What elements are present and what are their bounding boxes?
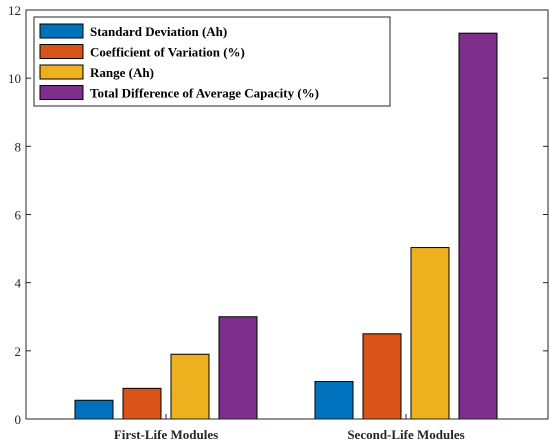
y-tick-label: 0 — [15, 412, 22, 427]
axes-frame — [25, 9, 549, 420]
bar-1-3 — [458, 32, 498, 420]
bar-1-2 — [410, 247, 450, 420]
legend-swatch — [39, 85, 84, 100]
legend: Standard Deviation (Ah) Coefficient of Va… — [33, 16, 391, 107]
legend-label: Coefficient of Variation (%) — [90, 45, 245, 60]
y-tick-label: 8 — [15, 139, 22, 154]
y-axis-ticks: 0 2 4 6 8 10 12 — [8, 3, 548, 427]
x-axis-labels: First-Life Modules Second-Life Modules — [114, 414, 465, 442]
bar-1-1 — [362, 333, 402, 420]
legend-swatch — [39, 44, 84, 59]
x-category-label: Second-Life Modules — [347, 427, 464, 442]
legend-label: Range (Ah) — [90, 65, 154, 80]
y-tick-label: 2 — [15, 344, 22, 359]
y-tick-label: 12 — [8, 3, 21, 18]
bar-0-1 — [122, 387, 162, 420]
legend-swatch — [39, 64, 84, 80]
legend-swatch — [39, 23, 84, 39]
y-tick-label: 6 — [15, 208, 22, 223]
bar-0-2 — [170, 353, 210, 420]
bar-0-3 — [218, 316, 258, 420]
legend-box — [33, 16, 391, 107]
bars-group — [74, 32, 498, 420]
bar-0-0 — [74, 399, 114, 420]
bar-1-0 — [314, 381, 354, 420]
y-tick-label: 4 — [15, 276, 22, 291]
legend-label: Total Difference of Average Capacity (%) — [90, 86, 319, 101]
legend-label: Standard Deviation (Ah) — [90, 24, 227, 39]
y-tick-label: 10 — [8, 71, 21, 86]
x-category-label: First-Life Modules — [114, 427, 218, 442]
